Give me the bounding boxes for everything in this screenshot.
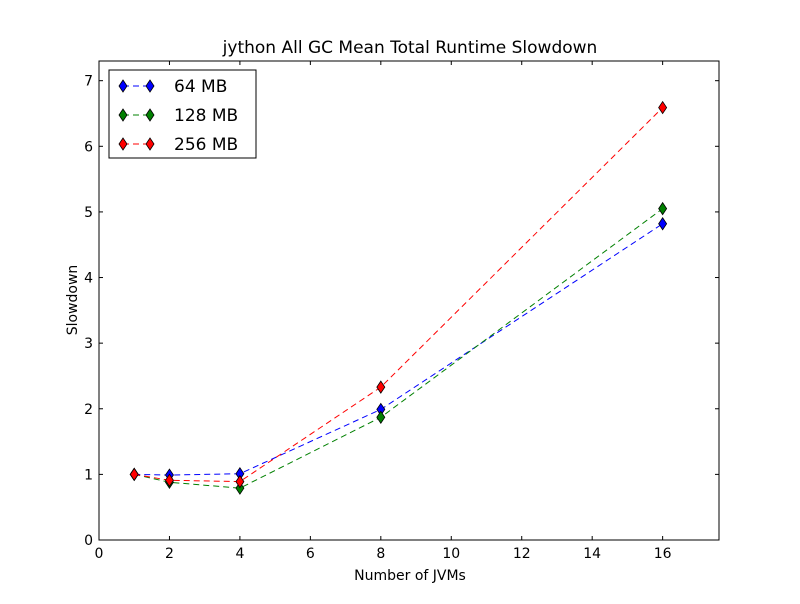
legend-item: 64 MB (118, 77, 227, 97)
y-tick-label: 5 (84, 205, 93, 221)
legend-marker (118, 137, 128, 151)
x-tick-label: 6 (306, 546, 315, 562)
legend-marker (145, 108, 155, 122)
y-tick-label: 1 (84, 467, 93, 483)
x-axis-label: Number of JVMs (354, 568, 466, 584)
legend: 64 MB 128 MB 256 MB (108, 69, 257, 159)
series-layer (129, 100, 668, 495)
y-tick-label: 0 (84, 533, 93, 549)
legend-label: 128 MB (174, 106, 238, 126)
x-tick-label: 16 (654, 546, 672, 562)
data-point (658, 201, 668, 216)
legend-item: 128 MB (118, 106, 238, 126)
series-line (134, 208, 663, 489)
x-tick-label: 14 (583, 546, 601, 562)
legend-marker (118, 108, 128, 122)
data-point (235, 474, 245, 489)
legend-box (108, 69, 257, 159)
y-tick-label: 7 (84, 74, 93, 90)
x-tick-label: 0 (95, 546, 104, 562)
data-point (164, 473, 174, 488)
y-tick-label: 3 (84, 336, 93, 352)
data-point (129, 467, 139, 482)
y-tick-label: 2 (84, 402, 93, 418)
legend-label: 256 MB (174, 135, 238, 155)
x-tick-label: 4 (235, 546, 244, 562)
data-point (658, 100, 668, 115)
y-tick-label: 6 (84, 139, 93, 155)
legend-label: 64 MB (174, 77, 227, 97)
chart-title: jython All GC Mean Total Runtime Slowdow… (222, 38, 598, 58)
data-point (376, 380, 386, 394)
legend-marker (145, 79, 155, 93)
data-point (376, 410, 386, 425)
legend-marker (118, 79, 128, 93)
y-tick-label: 4 (84, 271, 93, 287)
data-point (658, 217, 668, 231)
legend-item: 256 MB (118, 135, 238, 155)
series-2 (129, 100, 668, 489)
x-tick-label: 12 (513, 546, 531, 562)
legend-marker (145, 137, 155, 151)
x-tick-label: 10 (442, 546, 460, 562)
x-tick-label: 2 (165, 546, 174, 562)
x-tick-label: 8 (376, 546, 385, 562)
series-line (134, 107, 663, 483)
y-axis-label: Slowdown (65, 265, 81, 336)
